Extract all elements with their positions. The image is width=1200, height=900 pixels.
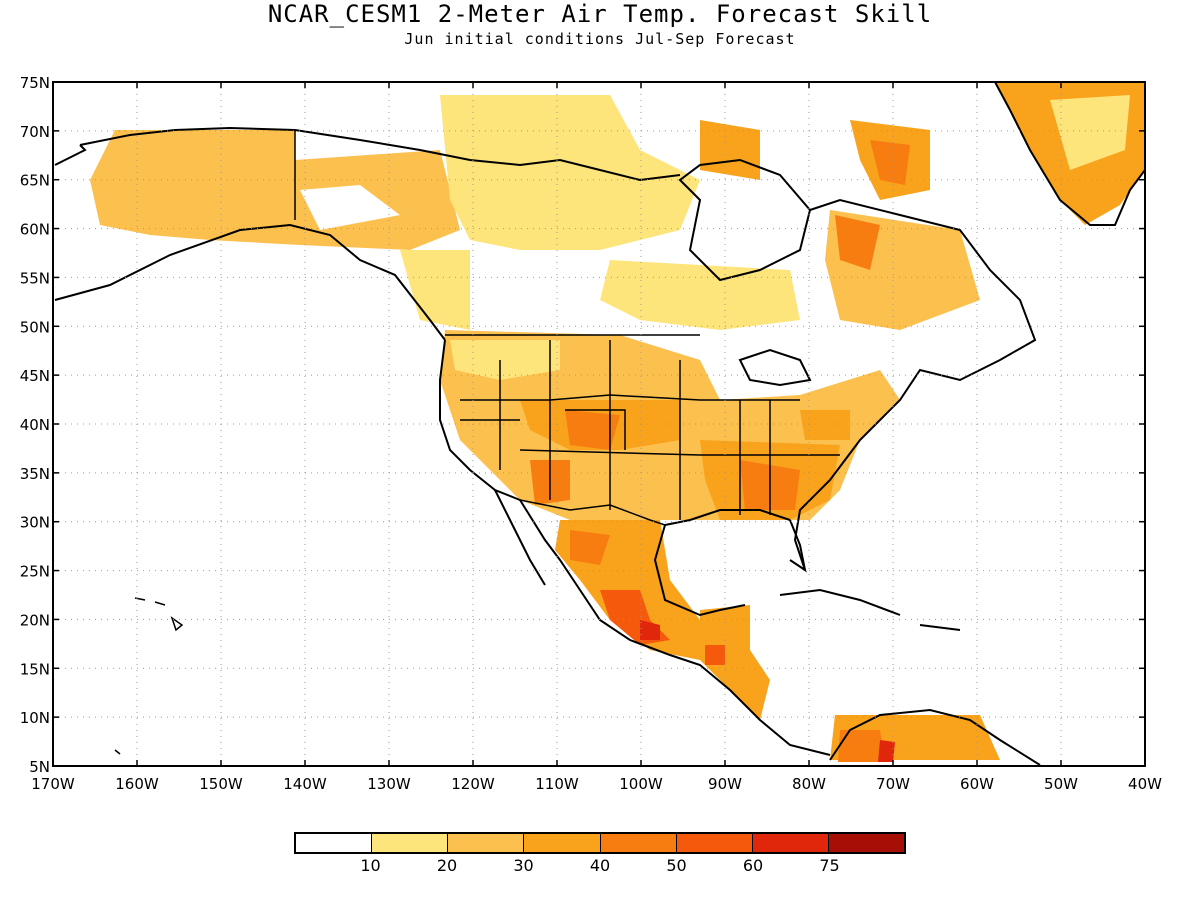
lat-tick-label: 70N bbox=[20, 123, 50, 141]
lon-tick-label: 40W bbox=[1128, 775, 1162, 793]
lon-tick-label: 70W bbox=[876, 775, 910, 793]
lat-tick-label: 40N bbox=[20, 416, 50, 434]
colorbar-swatch bbox=[600, 834, 677, 852]
lat-tick-label: 55N bbox=[20, 269, 50, 287]
lat-tick-label: 45N bbox=[20, 367, 50, 385]
lon-tick-label: 120W bbox=[451, 775, 495, 793]
colorbar-label: 75 bbox=[819, 856, 840, 875]
lat-tick-label: 65N bbox=[20, 172, 50, 190]
colorbar-swatch bbox=[448, 834, 525, 852]
lat-tick-label: 50N bbox=[20, 318, 50, 336]
lon-tick-label: 160W bbox=[115, 775, 159, 793]
lon-tick-label: 170W bbox=[31, 775, 75, 793]
colorbar-label: 30 bbox=[513, 856, 534, 875]
colorbar-swatch bbox=[828, 834, 904, 852]
skill-shading bbox=[90, 82, 1145, 762]
latitude-axis: 75N 70N 65N 60N 55N 50N 45N 40N 35N 30N 25N 20N 15N 1… bbox=[20, 74, 1145, 776]
lon-tick-label: 50W bbox=[1044, 775, 1078, 793]
lon-tick-label: 130W bbox=[367, 775, 411, 793]
lat-tick-label: 60N bbox=[20, 221, 50, 239]
colorbar-swatch bbox=[372, 834, 449, 852]
colorbar-swatch bbox=[524, 834, 601, 852]
colorbar-swatch bbox=[752, 834, 829, 852]
colorbar-label: 20 bbox=[436, 856, 458, 875]
plot-area bbox=[54, 81, 1146, 766]
lat-tick-label: 20N bbox=[20, 611, 50, 629]
lat-tick-label: 5N bbox=[29, 758, 50, 776]
lon-tick-label: 90W bbox=[708, 775, 742, 793]
lat-tick-label: 25N bbox=[20, 563, 50, 581]
lon-tick-label: 60W bbox=[960, 775, 994, 793]
gridlines bbox=[53, 82, 1145, 766]
map-subtitle: Jun initial conditions Jul-Sep Forecast bbox=[404, 30, 796, 48]
colorbar-label: 50 bbox=[666, 856, 687, 875]
colorbar-label: 60 bbox=[742, 856, 764, 875]
lat-tick-label: 10N bbox=[20, 709, 50, 727]
lon-tick-label: 80W bbox=[792, 775, 826, 793]
map-title: NCAR_CESM1 2-Meter Air Temp. Forecast Sk… bbox=[267, 0, 933, 28]
lon-tick-label: 100W bbox=[619, 775, 663, 793]
lat-tick-label: 15N bbox=[20, 660, 50, 678]
lat-tick-label: 30N bbox=[20, 514, 50, 532]
colorbar bbox=[294, 832, 906, 854]
lat-tick-label: 35N bbox=[20, 465, 50, 483]
colorbar-labels: 10 20 30 40 50 60 75 bbox=[294, 856, 906, 876]
colorbar-label: 40 bbox=[589, 856, 611, 875]
lon-tick-label: 140W bbox=[283, 775, 327, 793]
colorbar-label: 10 bbox=[360, 856, 381, 875]
lon-tick-label: 110W bbox=[535, 775, 579, 793]
longitude-axis: 170W 160W 150W 140W 130W 120W 110W 100W 90W 80W 70… bbox=[31, 82, 1162, 793]
hawaii-islands bbox=[114, 597, 184, 755]
colorbar-swatch bbox=[676, 834, 753, 852]
lon-tick-label: 150W bbox=[199, 775, 243, 793]
colorbar-swatch bbox=[296, 834, 373, 852]
lat-tick-label: 75N bbox=[20, 74, 50, 92]
borders bbox=[294, 130, 840, 526]
